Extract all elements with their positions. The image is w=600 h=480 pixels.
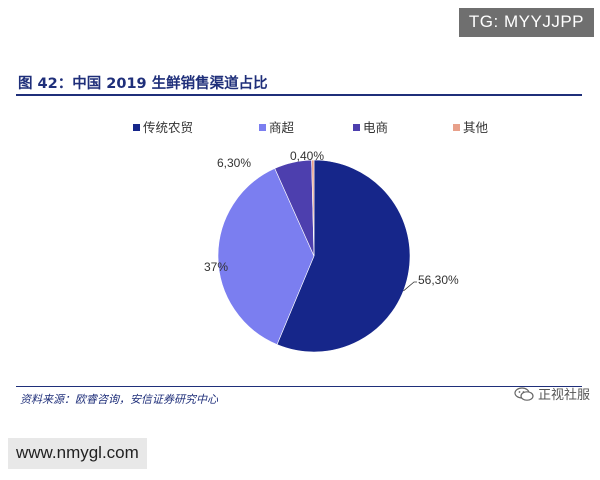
pie-slice-1 bbox=[276, 159, 411, 353]
label-leader-line bbox=[403, 281, 417, 292]
legend-label-3: 电商 bbox=[363, 120, 388, 135]
legend-swatch-1 bbox=[133, 124, 140, 131]
slice-data-label-3: 6,30% bbox=[217, 156, 251, 170]
wechat-icon bbox=[514, 386, 534, 401]
brand-mark: 正视社服 bbox=[514, 384, 590, 403]
legend-swatch-2 bbox=[259, 124, 266, 131]
legend-swatch-3 bbox=[353, 124, 360, 131]
legend-label-4: 其他 bbox=[463, 120, 489, 135]
slice-data-label-1: 56,30% bbox=[418, 273, 459, 287]
brand-label: 正视社服 bbox=[537, 388, 590, 403]
slice-data-label-4: 0,40% bbox=[290, 149, 324, 163]
source-rule bbox=[16, 386, 582, 387]
watermark-url: www.nmygl.com bbox=[8, 438, 147, 469]
legend-swatch-4 bbox=[453, 124, 460, 131]
legend-label-2: 商超 bbox=[269, 120, 295, 135]
source-note: 资料来源：欧睿咨询，安信证券研究中心 bbox=[20, 393, 218, 406]
pie-slice-4 bbox=[311, 159, 315, 257]
pie-slice-2 bbox=[217, 167, 315, 345]
pie-slices bbox=[217, 159, 411, 353]
title-rule bbox=[16, 94, 582, 96]
figure-title: 图 42：中国 2019 生鲜销售渠道占比 bbox=[18, 76, 268, 92]
chart-legend: 传统农贸 商超 电商 其他 bbox=[133, 120, 489, 135]
legend-label-1: 传统农贸 bbox=[143, 120, 193, 135]
watermark-telegram: TG: MYYJJPP bbox=[458, 8, 594, 37]
slice-labels: 56,30% 37% 6,30% 0,40% bbox=[204, 149, 459, 292]
slice-data-label-2: 37% bbox=[204, 260, 228, 274]
